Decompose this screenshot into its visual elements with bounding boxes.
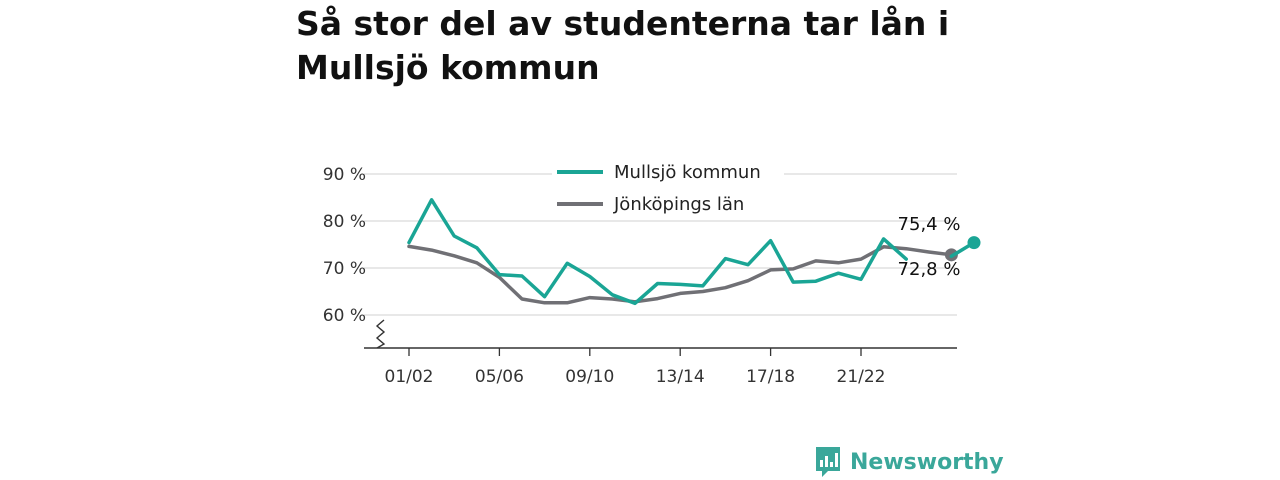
brand-name: Newsworthy xyxy=(850,449,1004,475)
end-labels: 75,4 % 72,8 % xyxy=(898,214,961,280)
legend: Mullsjö kommun Jönköpings län xyxy=(552,157,786,219)
series-lines xyxy=(407,198,981,306)
series-line-1 xyxy=(407,244,954,305)
x-tick-label: 21/22 xyxy=(837,367,886,387)
y-tick-label: 60 % xyxy=(323,306,366,326)
series-end-point-0 xyxy=(967,236,981,250)
y-axis-tick-labels: 90 % 80 % 70 % 60 % xyxy=(323,165,366,326)
x-tick-label: 17/18 xyxy=(746,367,795,387)
y-tick-label: 70 % xyxy=(323,259,366,279)
brand: Newsworthy xyxy=(814,444,1004,480)
line-chart: 90 % 80 % 70 % 60 % 01/02 05/06 09/10 13/14 17/… xyxy=(322,157,981,387)
legend-label: Mullsjö kommun xyxy=(614,162,761,183)
y-axis-break-icon xyxy=(375,319,386,349)
legend-label: Jönköpings län xyxy=(613,194,744,215)
end-value-label: 72,8 % xyxy=(898,259,961,280)
x-axis-tick-labels: 01/02 05/06 09/10 13/14 17/18 21/22 xyxy=(385,348,886,387)
newsworthy-logo-icon xyxy=(816,447,840,477)
end-value-label: 75,4 % xyxy=(898,214,961,235)
x-tick-label: 09/10 xyxy=(565,367,614,387)
x-tick-label: 13/14 xyxy=(656,367,705,387)
x-tick-label: 05/06 xyxy=(475,367,524,387)
x-axis xyxy=(364,319,957,349)
y-tick-label: 80 % xyxy=(323,212,366,232)
chart-title: Så stor del av studenterna tar lån i Mul… xyxy=(296,4,950,87)
y-tick-label: 90 % xyxy=(323,165,366,185)
x-tick-label: 01/02 xyxy=(385,367,434,387)
